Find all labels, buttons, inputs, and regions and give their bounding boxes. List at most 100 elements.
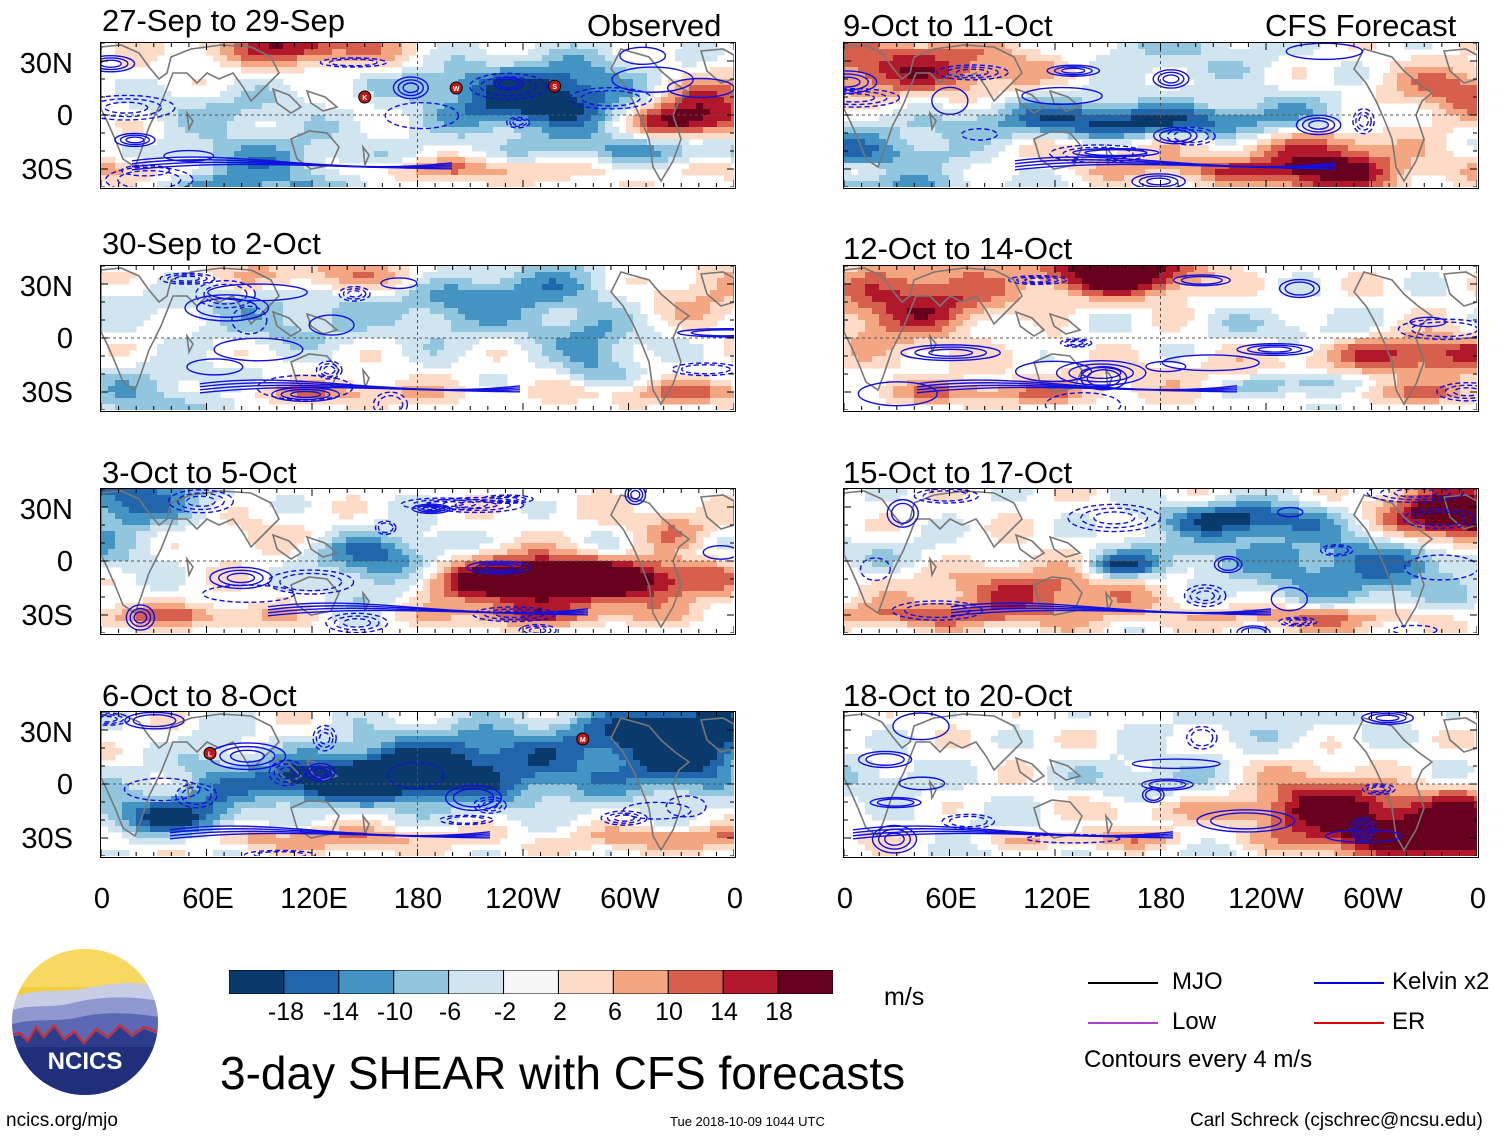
x-tick: 0 [836, 883, 854, 915]
panel-title-left-4: 6-Oct to 8-Oct [102, 678, 297, 713]
legend-line-er [1314, 1022, 1384, 1024]
grid-lines [844, 266, 1477, 410]
y-tick-30n: 30N [19, 271, 73, 303]
footer-timestamp: Tue 2018-10-09 1044 UTC [670, 1114, 825, 1129]
colorbar-label: -14 [322, 998, 360, 1026]
x-tick: 180 [1136, 883, 1186, 915]
map-panel-right-4 [843, 711, 1479, 858]
colorbar-label: 10 [655, 998, 683, 1026]
storm-marker-letter: S [552, 84, 557, 91]
colorbar-swatch [503, 969, 559, 995]
x-tick: 0 [1469, 883, 1487, 915]
grid-lines [101, 712, 734, 856]
panel-title-right-2: 12-Oct to 14-Oct [843, 231, 1073, 266]
x-tick: 120E [1023, 883, 1091, 915]
colorbar-swatch [393, 969, 450, 995]
panel-title-left-1: 27-Sep to 29-Sep [102, 3, 346, 38]
storm-marker-icon: W [449, 81, 463, 95]
grid-lines [101, 43, 734, 187]
y-tick-30s: 30S [21, 600, 73, 632]
legend-line-kelvin [1314, 982, 1384, 984]
colorbar-swatch [557, 969, 614, 995]
colorbar-swatch [722, 969, 779, 995]
grid-lines [844, 712, 1477, 856]
coastlines [844, 44, 1477, 183]
panel-title-left-2: 30-Sep to 2-Oct [102, 226, 321, 261]
x-tick: 0 [93, 883, 111, 915]
coastlines [101, 267, 734, 406]
x-tick: 0 [726, 883, 744, 915]
panel-title-left-3: 3-Oct to 5-Oct [102, 455, 297, 490]
x-tick: 180 [393, 883, 443, 915]
map-panel-left-1: K W S [100, 42, 736, 189]
y-tick-30s: 30S [21, 154, 73, 186]
colorbar-swatch [228, 969, 285, 995]
colorbar-swatch [283, 969, 340, 995]
grid-lines [101, 266, 734, 410]
x-tick: 60W [600, 883, 660, 915]
coastlines [101, 490, 734, 629]
grid-lines [844, 43, 1477, 187]
main-title: 3-day SHEAR with CFS forecasts [220, 1047, 906, 1099]
y-tick-30n: 30N [19, 48, 73, 80]
y-tick-30n: 30N [19, 717, 73, 749]
footer-url[interactable]: ncics.org/mjo [6, 1110, 118, 1131]
storm-marker-letter: K [362, 95, 367, 102]
kelvin-contours [101, 46, 734, 187]
colorbar-units: m/s [884, 983, 925, 1011]
legend-label-kelvin: Kelvin x2 [1392, 968, 1490, 995]
y-tick-eq: 0 [56, 769, 73, 801]
colorbar-label: 18 [765, 998, 793, 1026]
coastlines [101, 713, 734, 852]
panel-title-right-1: 9-Oct to 11-Oct [843, 8, 1053, 43]
colorbar-swatch [612, 969, 669, 995]
map-panel-right-1 [843, 42, 1479, 189]
cfs-forecast-header: CFS Forecast [1265, 8, 1457, 43]
kelvin-contours [125, 489, 734, 633]
x-tick: 60W [1343, 883, 1403, 915]
observed-header: Observed [587, 8, 722, 43]
legend-note: Contours every 4 m/s [1084, 1046, 1313, 1073]
map-panel-left-3 [100, 488, 736, 635]
kelvin-contours [101, 712, 707, 856]
shear-field [844, 489, 1477, 633]
storm-marker-icon: M [576, 732, 590, 746]
colorbar-swatch [338, 969, 395, 995]
legend-line-low [1088, 1022, 1158, 1024]
colorbar-label: 6 [608, 998, 622, 1026]
footer-credit: Carl Schreck (cjschrec@ncsu.edu) [1190, 1110, 1483, 1131]
storm-marker-letter: L [208, 751, 213, 758]
y-tick-eq: 0 [56, 100, 73, 132]
y-tick-30s: 30S [21, 823, 73, 855]
map-panel-left-2 [100, 265, 736, 412]
colorbar-swatch [777, 969, 834, 995]
grid-lines [844, 489, 1477, 633]
shear-field [844, 43, 1477, 187]
kelvin-contours [844, 43, 1375, 187]
colorbar-swatch [448, 969, 505, 995]
colorbar-label: -6 [438, 998, 462, 1026]
x-tick: 120E [280, 883, 348, 915]
colorbar-label: -18 [267, 998, 305, 1026]
kelvin-contours [859, 489, 1477, 633]
y-tick-30s: 30S [21, 377, 73, 409]
kelvin-contours [857, 274, 1477, 410]
panel-title-right-3: 15-Oct to 17-Oct [843, 455, 1073, 490]
y-tick-eq: 0 [56, 323, 73, 355]
colorbar [228, 969, 834, 995]
shear-field [101, 43, 734, 187]
map-panel-right-3 [843, 488, 1479, 635]
legend-label-mjo: MJO [1172, 968, 1223, 995]
x-tick: 60E [925, 883, 977, 915]
colorbar-label: -10 [376, 998, 414, 1026]
legend-label-low: Low [1172, 1008, 1217, 1035]
x-tick: 60E [182, 883, 234, 915]
colorbar-swatch [667, 969, 724, 995]
kelvin-contours [159, 272, 734, 410]
colorbar-label: 2 [553, 998, 567, 1026]
colorbar-label: 14 [710, 998, 738, 1026]
storm-marker-icon: L [203, 746, 217, 760]
storm-marker-letter: M [580, 737, 586, 744]
ncics-logo: NCICS [10, 947, 160, 1097]
colorbar-label: -2 [493, 998, 517, 1026]
